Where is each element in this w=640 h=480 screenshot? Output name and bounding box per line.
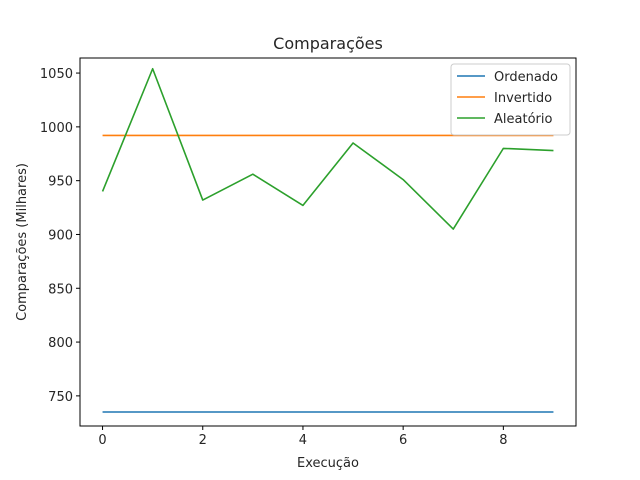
y-tick-label: 900 [48,228,73,243]
x-tick-label: 0 [98,433,106,448]
x-tick-label: 2 [199,433,207,448]
x-tick-label: 8 [499,433,507,448]
legend-label: Invertido [494,91,552,106]
y-axis-label: Comparações (Milhares) [15,163,30,321]
chart-title: Comparações [273,34,383,53]
x-axis: 0 2 4 6 8 [98,426,507,448]
y-tick-label: 1050 [40,67,73,82]
y-axis: 750 800 850 900 950 1000 1050 [40,67,80,405]
plot-area-frame [79,57,577,427]
y-tick-label: 750 [48,390,73,405]
y-tick-label: 1000 [40,121,73,136]
legend-label: Ordenado [494,70,558,85]
x-tick-label: 6 [399,433,407,448]
legend: Ordenado Invertido Aleatório [450,63,571,136]
x-tick-label: 4 [299,433,307,448]
series-line-3 [101,67,554,230]
y-tick-label: 850 [48,282,73,297]
x-axis-label: Execução [297,456,359,471]
y-tick-label: 950 [48,175,73,190]
y-tick-label: 800 [48,336,73,351]
legend-label: Aleatório [494,112,552,127]
